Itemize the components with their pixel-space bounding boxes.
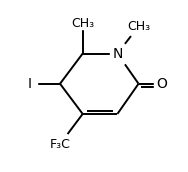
Bar bbox=[110, 47, 125, 60]
Bar bbox=[154, 78, 169, 90]
Text: F₃C: F₃C bbox=[50, 138, 70, 151]
Text: O: O bbox=[156, 77, 167, 91]
Text: N: N bbox=[112, 47, 123, 61]
Bar bbox=[131, 20, 146, 32]
Text: CH₃: CH₃ bbox=[127, 20, 150, 33]
Bar bbox=[75, 17, 90, 29]
Bar bbox=[52, 138, 67, 150]
Bar bbox=[22, 78, 37, 90]
Text: CH₃: CH₃ bbox=[71, 17, 94, 30]
Text: I: I bbox=[28, 77, 32, 91]
